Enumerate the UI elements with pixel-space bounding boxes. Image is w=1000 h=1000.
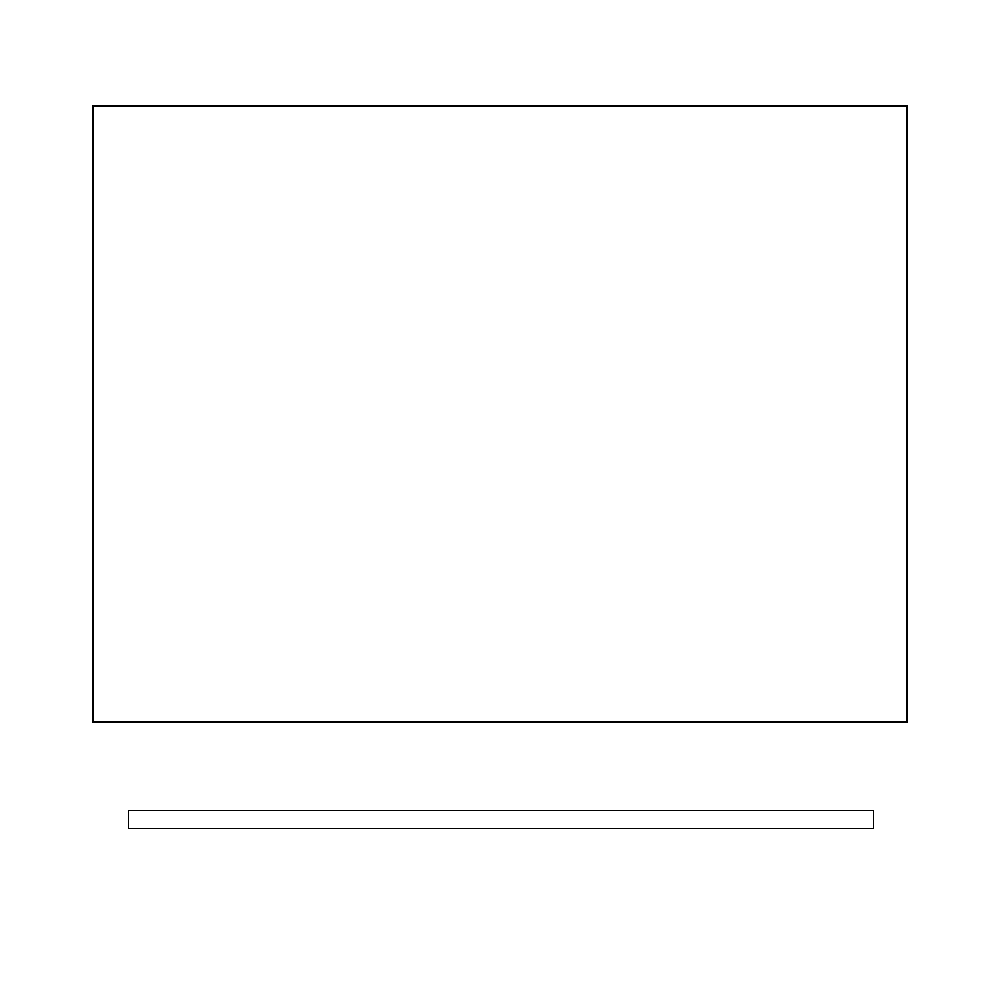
colorbar	[128, 810, 874, 829]
cross-section-plot	[92, 105, 908, 723]
vertical-velocity-field	[94, 107, 906, 721]
title-block	[0, 0, 1000, 33]
